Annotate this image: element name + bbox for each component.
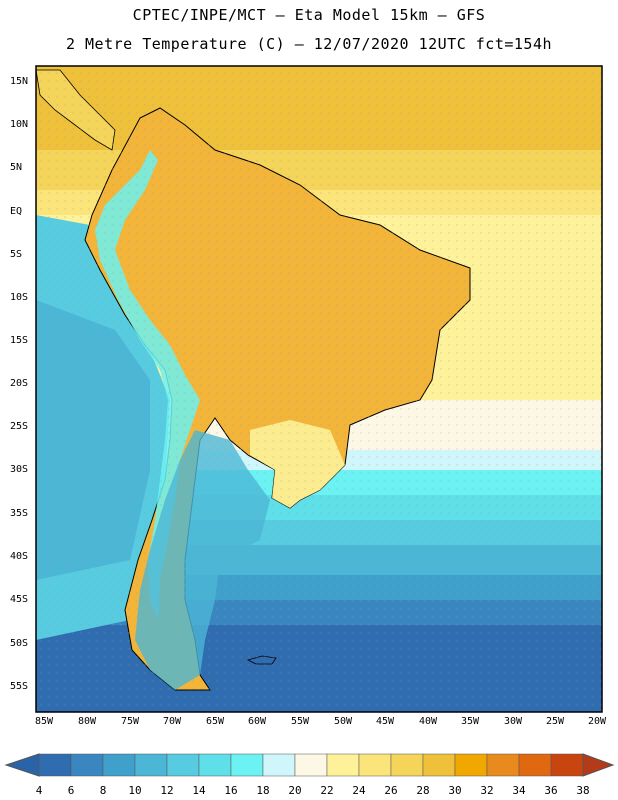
colorbar bbox=[4, 753, 615, 777]
colorbar-label: 32 bbox=[480, 784, 494, 797]
lat-label: 30S bbox=[10, 464, 29, 475]
lat-label: 5S bbox=[10, 249, 23, 260]
lon-label: 75W bbox=[120, 716, 140, 727]
lat-label: 10N bbox=[10, 119, 29, 130]
colorbar-swatch bbox=[102, 753, 136, 777]
lon-label: 60W bbox=[247, 716, 267, 727]
colorbar-swatch bbox=[134, 753, 168, 777]
lon-label: 85W bbox=[34, 716, 54, 727]
colorbar-swatch bbox=[198, 753, 232, 777]
colorbar-swatch bbox=[518, 753, 552, 777]
colorbar-label: 38 bbox=[576, 784, 590, 797]
colorbar-swatch bbox=[230, 753, 264, 777]
map-frame bbox=[35, 65, 603, 713]
lon-label: 80W bbox=[77, 716, 97, 727]
colorbar-label: 4 bbox=[35, 784, 43, 797]
lat-label: 15N bbox=[10, 76, 29, 87]
grid-dots bbox=[36, 66, 602, 712]
lon-label: 30W bbox=[503, 716, 523, 727]
colorbar-label: 30 bbox=[448, 784, 462, 797]
lon-label: 40W bbox=[418, 716, 438, 727]
colorbar-label: 18 bbox=[256, 784, 270, 797]
lat-label: 15S bbox=[10, 335, 29, 346]
colorbar-swatch bbox=[422, 753, 456, 777]
colorbar-swatch bbox=[262, 753, 296, 777]
lat-label: 25S bbox=[10, 421, 29, 432]
colorbar-swatch bbox=[358, 753, 392, 777]
colorbar-label: 26 bbox=[384, 784, 398, 797]
lon-label: 45W bbox=[375, 716, 395, 727]
colorbar-swatch bbox=[326, 753, 360, 777]
lat-label: 20S bbox=[10, 378, 29, 389]
colorbar-arrow-low bbox=[4, 753, 40, 777]
lat-label: 45S bbox=[10, 594, 29, 605]
colorbar-label: 34 bbox=[512, 784, 526, 797]
lat-label: 5N bbox=[10, 162, 23, 173]
lat-label: 55S bbox=[10, 681, 29, 692]
lon-label: 50W bbox=[333, 716, 353, 727]
lon-label: 25W bbox=[545, 716, 565, 727]
colorbar-label: 16 bbox=[224, 784, 238, 797]
colorbar-label: 28 bbox=[416, 784, 430, 797]
lat-label: 40S bbox=[10, 551, 29, 562]
lat-label: 35S bbox=[10, 508, 29, 519]
colorbar-label: 22 bbox=[320, 784, 334, 797]
colorbar-swatch bbox=[550, 753, 584, 777]
colorbar-label: 8 bbox=[99, 784, 107, 797]
colorbar-label: 12 bbox=[160, 784, 174, 797]
colorbar-label: 14 bbox=[192, 784, 206, 797]
colorbar-swatch bbox=[70, 753, 104, 777]
lat-label: EQ bbox=[10, 206, 23, 217]
lon-label: 20W bbox=[587, 716, 607, 727]
colorbar-swatch bbox=[294, 753, 328, 777]
colorbar-label: 36 bbox=[544, 784, 558, 797]
colorbar-label: 10 bbox=[128, 784, 142, 797]
lon-label: 35W bbox=[460, 716, 480, 727]
colorbar-swatch bbox=[390, 753, 424, 777]
lon-label: 55W bbox=[290, 716, 310, 727]
colorbar-swatch bbox=[166, 753, 200, 777]
colorbar-swatch bbox=[454, 753, 488, 777]
colorbar-arrow-high bbox=[582, 753, 615, 777]
lon-label: 65W bbox=[205, 716, 225, 727]
map-title: CPTEC/INPE/MCT – Eta Model 15km – GFS bbox=[132, 6, 486, 24]
lat-label: 10S bbox=[10, 292, 29, 303]
lat-label: 50S bbox=[10, 638, 29, 649]
colorbar-swatch bbox=[38, 753, 72, 777]
lon-label: 70W bbox=[162, 716, 182, 727]
map-subtitle: 2 Metre Temperature (C) – 12/07/2020 12U… bbox=[65, 35, 553, 53]
colorbar-label: 20 bbox=[288, 784, 302, 797]
colorbar-label: 24 bbox=[352, 784, 366, 797]
colorbar-swatch bbox=[486, 753, 520, 777]
colorbar-label: 6 bbox=[67, 784, 75, 797]
